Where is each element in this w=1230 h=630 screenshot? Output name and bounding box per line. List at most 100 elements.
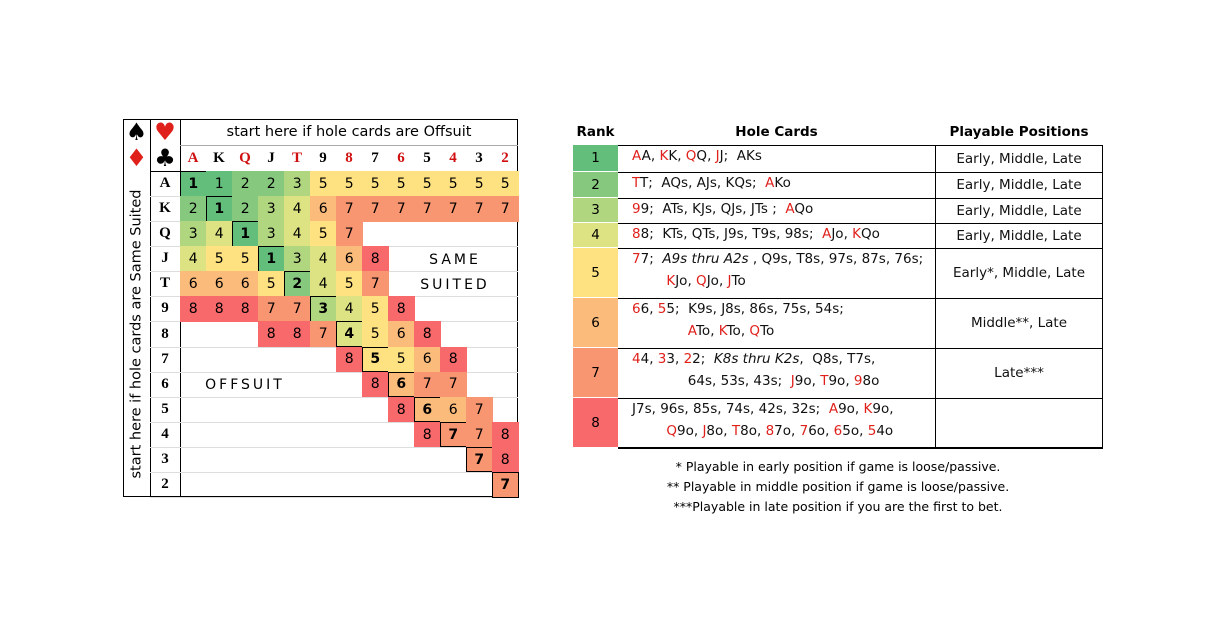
- grid-cell: 8: [258, 321, 285, 348]
- grid-cell: 2: [284, 271, 311, 297]
- row-line: [150, 346, 518, 348]
- grid-cell: 3: [258, 221, 285, 247]
- rank-row-label: J: [161, 250, 169, 267]
- grid-cell: 7: [466, 446, 493, 473]
- rank-header: A: [187, 149, 199, 166]
- grid-cell: 5: [206, 246, 233, 272]
- rank-cell: 8: [573, 398, 618, 448]
- grid-cell: 6: [180, 271, 207, 297]
- grid-cell: 4: [336, 296, 363, 322]
- grid-cell: 7: [440, 371, 467, 398]
- grid-cell: 4: [310, 271, 337, 297]
- grid-cell: 7: [336, 221, 363, 247]
- rank-header: 8: [345, 149, 353, 166]
- rank-cell: 2: [573, 172, 618, 198]
- grid-cell: 8: [284, 321, 311, 348]
- side-label-text: start here if hole cards are Same Suited: [128, 189, 145, 479]
- grid-cell: 1: [206, 196, 233, 222]
- row-line: [150, 421, 518, 423]
- grid-cell: 8: [414, 421, 441, 448]
- row-line: [150, 446, 518, 448]
- grid-cell: 8: [336, 346, 363, 373]
- positions-cell: Early, Middle, Late: [956, 202, 1082, 219]
- rank-row-label: 4: [161, 425, 169, 442]
- rank-header: J: [267, 149, 275, 166]
- rank-header: 4: [449, 149, 457, 166]
- hole-cards-line: 77; A9s thru A2s , Q9s, T8s, 97s, 87s, 7…: [632, 251, 924, 267]
- header-mid-border: [180, 145, 518, 146]
- grid-cell: 7: [336, 196, 363, 222]
- grid-cell: 1: [232, 221, 259, 247]
- rank-header: 2: [501, 149, 509, 166]
- grid-cell: 7: [466, 421, 493, 448]
- suit-icon: ♥: [154, 118, 176, 146]
- grid-cell: 6: [206, 271, 233, 297]
- grid-cell: 3: [258, 196, 285, 222]
- same-suited-label: SAME: [429, 252, 481, 268]
- grid-cell: 7: [440, 421, 467, 448]
- grid-cell: 7: [466, 196, 493, 222]
- grid-cell: 7: [466, 396, 493, 423]
- rank-header: Q: [239, 149, 251, 166]
- grid-cell: 6: [440, 396, 467, 423]
- grid-cell: 7: [362, 196, 389, 222]
- grid-cell: 1: [258, 246, 285, 272]
- grid-cell: 2: [180, 196, 207, 222]
- grid-cell: 7: [492, 196, 519, 222]
- rank-row-label: K: [159, 200, 171, 217]
- grid-cell: 6: [232, 271, 259, 297]
- hole-cards-line: 99; ATs, KJs, QJs, JTs ; AQo: [632, 201, 814, 217]
- hole-cards-line: Q9o, J8o, T8o, 87o, 76o, 65o, 54o: [666, 423, 894, 439]
- same-suited-label: SUITED: [420, 277, 490, 293]
- rank-cell: 7: [573, 348, 618, 398]
- hole-cards-cell: 88; KTs, QTs, J9s, T9s, 98s; AJo, KQo: [618, 223, 935, 248]
- rank-header: 5: [423, 149, 431, 166]
- hole-cards-line: J7s, 96s, 85s, 74s, 42s, 32s; A9o, K9o,: [632, 401, 894, 417]
- rank-header: 9: [319, 149, 327, 166]
- grid-cell: 8: [180, 296, 207, 322]
- grid-cell: 8: [232, 296, 259, 322]
- grid-cell: 5: [440, 171, 467, 197]
- rank-header: 7: [371, 149, 379, 166]
- row-line: [618, 198, 1103, 199]
- rank-row-label: 2: [161, 475, 169, 492]
- rank-row-label: 3: [161, 450, 169, 467]
- grid-cell: 6: [414, 346, 441, 373]
- grid-cell: 8: [388, 296, 415, 322]
- grid-cell: 7: [388, 196, 415, 222]
- top-label: start here if hole cards are Offsuit: [226, 124, 472, 140]
- row-line: [150, 396, 518, 398]
- row-line: [618, 298, 1103, 299]
- rank-cell: 4: [573, 223, 618, 248]
- rank-cell: 1: [573, 145, 618, 172]
- rank-header: T: [291, 149, 302, 166]
- grid-cell: 3: [284, 171, 311, 197]
- grid-cell: 1: [180, 171, 207, 197]
- grid-cell: 4: [284, 221, 311, 247]
- grid-cell: 6: [414, 396, 441, 423]
- hole-cards-cell: 77; A9s thru A2s , Q9s, T8s, 97s, 87s, 7…: [618, 248, 935, 298]
- rank-cell: 5: [573, 248, 618, 298]
- row-line: [618, 398, 1103, 399]
- suit-col-border: [150, 119, 151, 497]
- footnote: * Playable in early position if game is …: [675, 458, 1001, 474]
- grid-cell: 7: [492, 471, 519, 498]
- rank-row-label: 9: [161, 300, 169, 317]
- hole-cards-cell: 99; ATs, KJs, QJs, JTs ; AQo: [618, 198, 935, 223]
- row-line: [150, 371, 518, 373]
- row-line: [618, 348, 1103, 349]
- grid-cell: 4: [284, 196, 311, 222]
- grid-cell: 4: [206, 221, 233, 247]
- hole-cards-cell: 66, 55; K9s, J8s, 86s, 75s, 54s; ATo, KT…: [618, 298, 935, 348]
- grid-cell: 8: [492, 421, 519, 448]
- grid-cell: 5: [336, 271, 363, 297]
- grid-cell: 4: [310, 246, 337, 272]
- rank-row-label: 5: [161, 400, 169, 417]
- grid-cell: 7: [414, 371, 441, 398]
- rank-row-label: Q: [159, 225, 171, 242]
- table-header: Playable Positions: [949, 124, 1089, 140]
- grid-cell: 8: [362, 246, 389, 272]
- suit-icon: ♦: [125, 144, 148, 172]
- grid-cell: 5: [388, 171, 415, 197]
